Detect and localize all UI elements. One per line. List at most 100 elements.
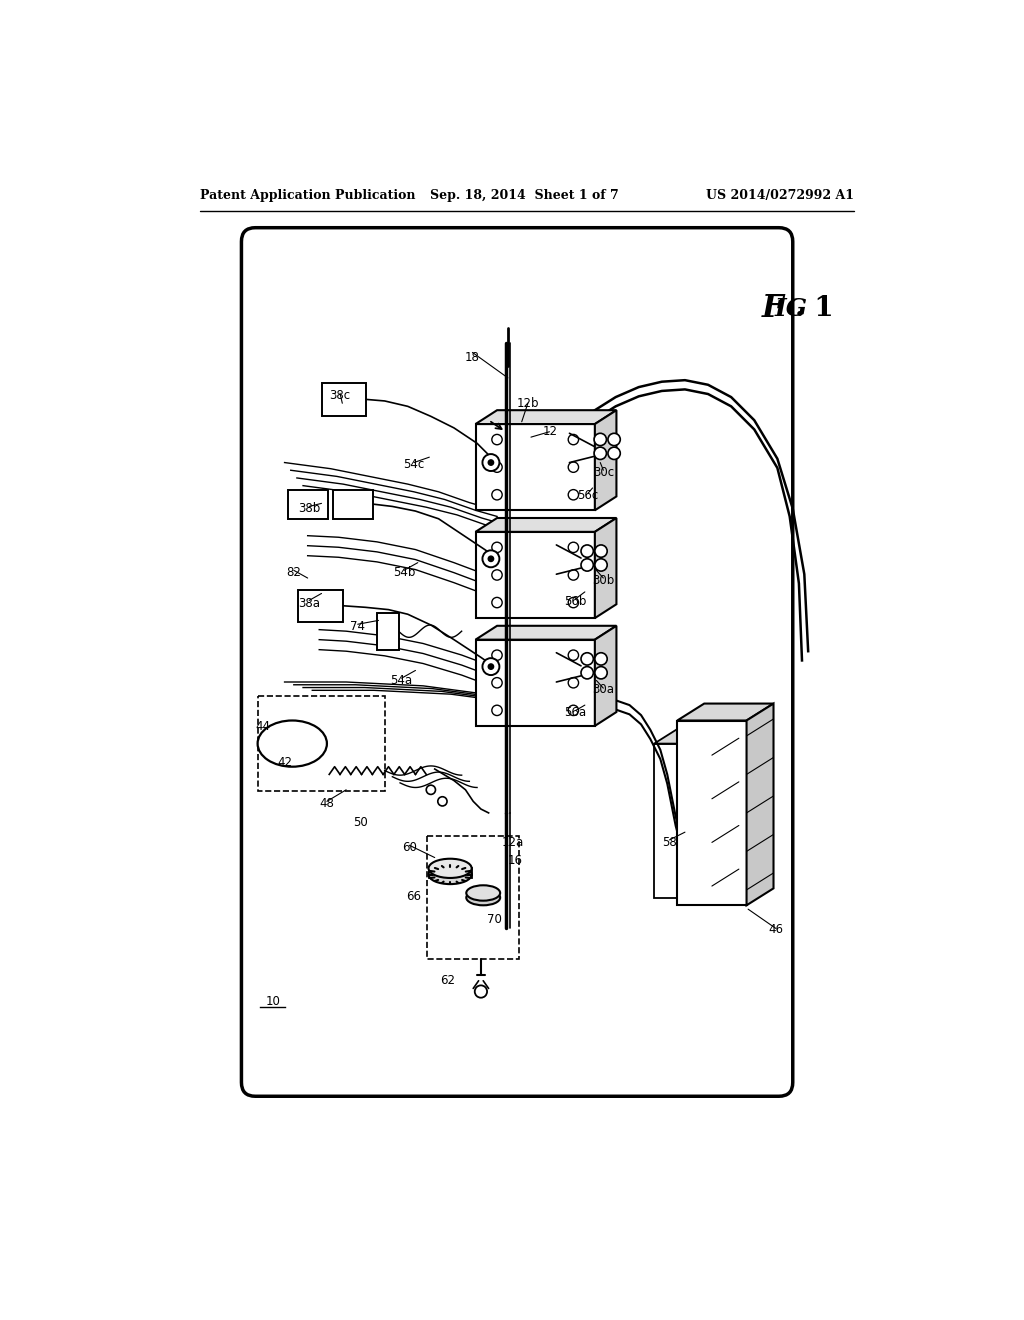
Polygon shape xyxy=(475,626,616,640)
Text: 12: 12 xyxy=(543,425,558,438)
Text: 30a: 30a xyxy=(592,684,614,696)
Circle shape xyxy=(608,433,621,446)
Circle shape xyxy=(595,653,607,665)
Polygon shape xyxy=(475,640,595,726)
Circle shape xyxy=(426,785,435,795)
Text: IG: IG xyxy=(774,297,807,321)
Text: 44: 44 xyxy=(256,721,270,733)
Circle shape xyxy=(488,664,494,669)
Text: 56c: 56c xyxy=(578,490,599,502)
Circle shape xyxy=(568,490,579,500)
Polygon shape xyxy=(595,411,616,511)
Circle shape xyxy=(492,649,502,660)
Text: F: F xyxy=(762,293,783,323)
Text: 58: 58 xyxy=(663,836,677,849)
Text: 50: 50 xyxy=(352,816,368,829)
Circle shape xyxy=(482,659,500,675)
Text: Sep. 18, 2014  Sheet 1 of 7: Sep. 18, 2014 Sheet 1 of 7 xyxy=(430,189,620,202)
Circle shape xyxy=(568,543,579,553)
Text: 38c: 38c xyxy=(330,389,350,403)
Text: 54c: 54c xyxy=(403,458,425,471)
Ellipse shape xyxy=(466,890,500,906)
Circle shape xyxy=(568,462,579,473)
Bar xyxy=(333,490,373,519)
Circle shape xyxy=(492,543,502,553)
Circle shape xyxy=(595,558,607,572)
Circle shape xyxy=(438,797,447,807)
Text: 38b: 38b xyxy=(298,502,321,515)
Ellipse shape xyxy=(466,886,500,900)
Circle shape xyxy=(608,447,621,459)
Polygon shape xyxy=(475,532,595,618)
Text: 16: 16 xyxy=(508,854,523,867)
Text: 12b: 12b xyxy=(517,397,539,409)
Polygon shape xyxy=(654,726,739,743)
Bar xyxy=(298,590,343,622)
Ellipse shape xyxy=(258,721,327,767)
Polygon shape xyxy=(475,411,616,424)
Text: 54b: 54b xyxy=(393,566,415,579)
Circle shape xyxy=(568,677,579,688)
Circle shape xyxy=(482,550,500,568)
Text: 66: 66 xyxy=(407,890,422,903)
Circle shape xyxy=(581,545,593,557)
Text: . 1: . 1 xyxy=(795,296,834,322)
Text: 56b: 56b xyxy=(564,594,587,607)
Circle shape xyxy=(568,649,579,660)
Circle shape xyxy=(488,556,494,561)
Bar xyxy=(289,490,329,519)
Text: 10: 10 xyxy=(265,995,281,1008)
Polygon shape xyxy=(595,626,616,726)
Circle shape xyxy=(492,705,502,715)
Text: 70: 70 xyxy=(486,912,502,925)
Text: 48: 48 xyxy=(319,797,335,810)
Text: 30b: 30b xyxy=(592,574,614,587)
Ellipse shape xyxy=(429,859,472,878)
FancyBboxPatch shape xyxy=(242,227,793,1096)
Circle shape xyxy=(492,677,502,688)
Text: 60: 60 xyxy=(401,841,417,854)
Circle shape xyxy=(492,490,502,500)
Circle shape xyxy=(482,454,500,471)
Circle shape xyxy=(595,667,607,678)
Text: 62: 62 xyxy=(440,974,456,987)
Text: 30c: 30c xyxy=(593,466,614,479)
Circle shape xyxy=(492,598,502,607)
Circle shape xyxy=(568,598,579,607)
Text: 38a: 38a xyxy=(298,597,321,610)
Text: 18: 18 xyxy=(465,351,480,363)
Circle shape xyxy=(594,433,606,446)
Circle shape xyxy=(568,570,579,581)
Polygon shape xyxy=(712,726,739,898)
Polygon shape xyxy=(677,704,773,721)
Circle shape xyxy=(492,434,502,445)
Text: 74: 74 xyxy=(350,620,366,634)
Circle shape xyxy=(492,462,502,473)
Text: Patent Application Publication: Patent Application Publication xyxy=(200,189,416,202)
Text: 56a: 56a xyxy=(564,706,587,719)
Text: US 2014/0272992 A1: US 2014/0272992 A1 xyxy=(707,189,854,202)
Text: 12a: 12a xyxy=(502,836,524,849)
Circle shape xyxy=(492,570,502,581)
Circle shape xyxy=(581,653,593,665)
Text: 54a: 54a xyxy=(390,675,413,686)
Circle shape xyxy=(595,545,607,557)
Polygon shape xyxy=(429,869,472,878)
Ellipse shape xyxy=(429,865,472,884)
Circle shape xyxy=(581,558,593,572)
Circle shape xyxy=(568,705,579,715)
Circle shape xyxy=(568,434,579,445)
Polygon shape xyxy=(677,721,746,906)
Polygon shape xyxy=(654,743,712,898)
Circle shape xyxy=(488,459,494,465)
Bar xyxy=(322,383,367,416)
Bar xyxy=(377,612,398,649)
Circle shape xyxy=(475,985,487,998)
Text: 46: 46 xyxy=(768,924,783,936)
Polygon shape xyxy=(475,424,595,511)
Circle shape xyxy=(581,667,593,678)
Polygon shape xyxy=(746,704,773,906)
Polygon shape xyxy=(595,517,616,618)
Text: 42: 42 xyxy=(278,756,292,770)
Text: 82: 82 xyxy=(287,566,301,579)
